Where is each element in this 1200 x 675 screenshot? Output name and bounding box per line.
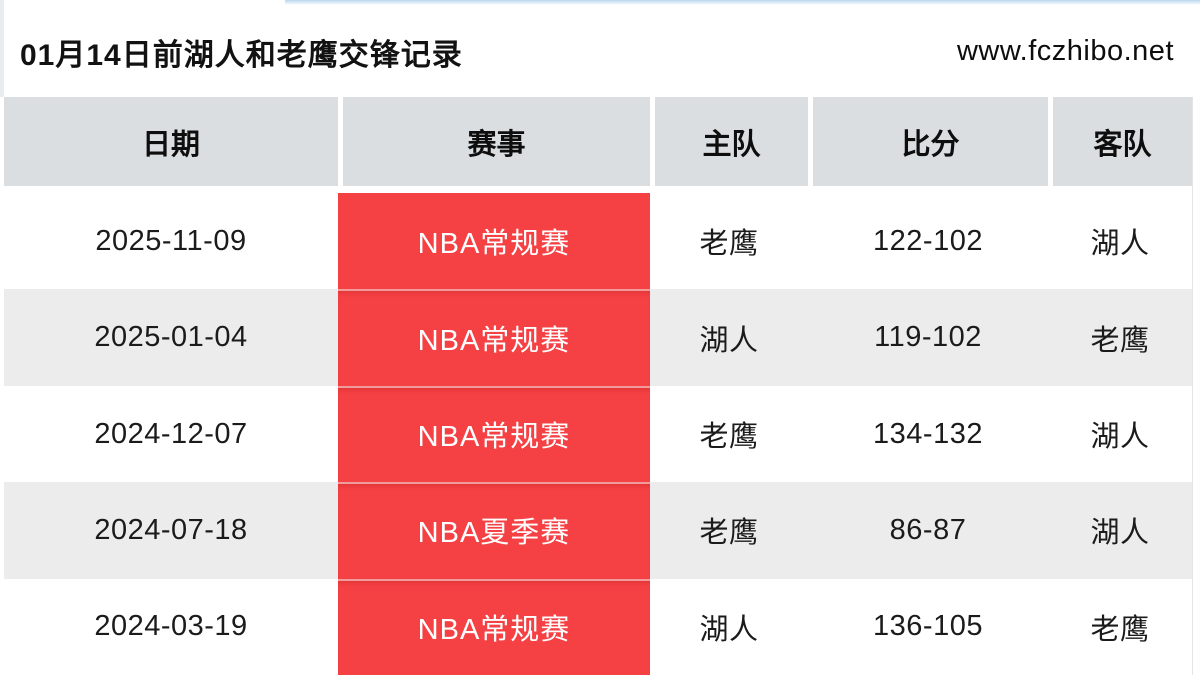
cell-score: 122-102 [873, 224, 983, 257]
cell-away-team: 湖人 [1090, 228, 1150, 261]
cell-score: 86-87 [889, 513, 967, 546]
column-header-date: 日期 [4, 97, 338, 186]
column-header-home: 主队 [650, 97, 808, 186]
header-body-gap [0, 186, 1200, 193]
cell-event-badge[interactable]: NBA常规赛 [338, 385, 650, 483]
cell-event-badge[interactable]: NBA常规赛 [338, 193, 650, 290]
cell-away-team: 老鹰 [1090, 613, 1150, 646]
site-url[interactable]: www.fczhibo.net [956, 35, 1174, 67]
top-accent-line [285, 0, 1200, 5]
table-row: 2025-01-04 NBA常规赛 湖人 119-102 老鹰 [4, 289, 1192, 386]
table-row: 2025-11-09 NBA常规赛 老鹰 122-102 湖人 [4, 193, 1192, 290]
cell-event-badge[interactable]: NBA夏季赛 [338, 482, 650, 579]
cell-date: 2024-12-07 [94, 417, 248, 450]
cell-score: 119-102 [874, 321, 982, 354]
cell-home-team: 湖人 [699, 324, 759, 357]
cell-home-team: 湖人 [699, 613, 759, 646]
cell-away-team: 湖人 [1090, 517, 1150, 550]
cell-date: 2024-03-19 [94, 610, 248, 643]
column-header-event: 赛事 [338, 97, 650, 186]
table-row: 2024-03-19 NBA常规赛 湖人 136-105 老鹰 [4, 578, 1192, 675]
cell-away-team: 湖人 [1090, 421, 1150, 454]
left-edge-strip [0, 0, 4, 97]
right-edge-hairline [1192, 97, 1193, 675]
table-row: 2024-12-07 NBA常规赛 老鹰 134-132 湖人 [4, 385, 1192, 483]
table-header: 日期 赛事 主队 比分 客队 [4, 97, 1192, 186]
column-header-away: 客队 [1048, 97, 1192, 186]
cell-home-team: 老鹰 [699, 421, 759, 454]
cell-away-team: 老鹰 [1090, 324, 1150, 357]
page-title: 01月14日前湖人和老鹰交锋记录 [20, 38, 463, 72]
cell-home-team: 老鹰 [699, 517, 759, 550]
cell-date: 2024-07-18 [94, 513, 248, 546]
column-header-score: 比分 [808, 97, 1048, 186]
cell-event-badge[interactable]: NBA常规赛 [338, 578, 650, 675]
table-row: 2024-07-18 NBA夏季赛 老鹰 86-87 湖人 [4, 482, 1192, 579]
cell-score: 134-132 [873, 417, 983, 450]
title-banner: 01月14日前湖人和老鹰交锋记录 www.fczhibo.net [0, 0, 1200, 97]
cell-date: 2025-11-09 [95, 224, 247, 257]
cell-home-team: 老鹰 [699, 228, 759, 261]
cell-event-badge[interactable]: NBA常规赛 [338, 289, 650, 386]
table-body: 2025-11-09 NBA常规赛 老鹰 122-102 湖人 2025-01-… [4, 193, 1192, 675]
cell-score: 136-105 [873, 610, 983, 643]
cell-date: 2025-01-04 [94, 321, 248, 354]
